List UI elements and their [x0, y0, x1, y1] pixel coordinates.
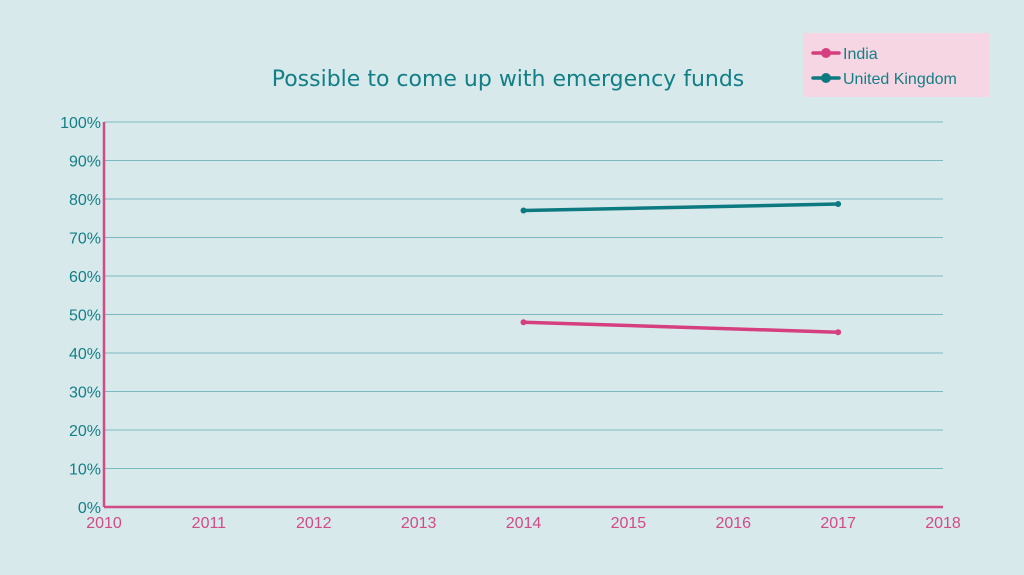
x-tick-label: 2015 — [611, 515, 647, 532]
y-tick-label: 80% — [69, 192, 101, 209]
data-point — [835, 329, 842, 336]
data-point — [835, 201, 842, 208]
series-line-1 — [521, 202, 840, 213]
y-tick-label: 70% — [69, 231, 101, 248]
x-tick-label: 2018 — [925, 515, 961, 532]
legend: India United Kingdom — [803, 33, 989, 97]
legend-box — [803, 33, 989, 97]
legend-marker-1 — [821, 73, 831, 83]
axes — [102, 122, 943, 509]
y-tick-label: 50% — [69, 308, 101, 325]
y-tick-label: 90% — [69, 154, 101, 171]
chart-title: Possible to come up with emergency funds — [272, 67, 745, 92]
legend-label-1: United Kingdom — [843, 71, 957, 88]
x-tick-label: 2012 — [296, 515, 332, 532]
legend-marker-0 — [821, 48, 831, 58]
x-tick-label: 2016 — [715, 515, 751, 532]
y-tick-label: 40% — [69, 346, 101, 363]
x-tick-label: 2013 — [401, 515, 437, 532]
series-line-0 — [521, 320, 840, 334]
y-tick-label: 100% — [60, 115, 101, 132]
data-point — [520, 319, 527, 326]
y-tick-label: 60% — [69, 269, 101, 286]
y-tick-label: 10% — [69, 462, 101, 479]
legend-label-0: India — [843, 46, 878, 63]
y-tick-label: 0% — [78, 500, 101, 517]
y-tick-label: 30% — [69, 385, 101, 402]
y-tick-label: 20% — [69, 423, 101, 440]
x-tick-label: 2010 — [86, 515, 122, 532]
data-point — [520, 207, 527, 214]
series-group — [520, 201, 842, 336]
y-axis-ticks: 0% 10% 20% 30% 40% 50% 60% 70% 80% 90% 100% — [60, 115, 101, 517]
x-tick-label: 2014 — [506, 515, 542, 532]
gridlines — [104, 121, 943, 469]
x-axis-ticks: 2010 2011 2012 2013 2014 2015 2016 2017 2018 — [86, 515, 961, 532]
x-tick-label: 2011 — [192, 515, 227, 532]
x-tick-label: 2017 — [820, 515, 856, 532]
